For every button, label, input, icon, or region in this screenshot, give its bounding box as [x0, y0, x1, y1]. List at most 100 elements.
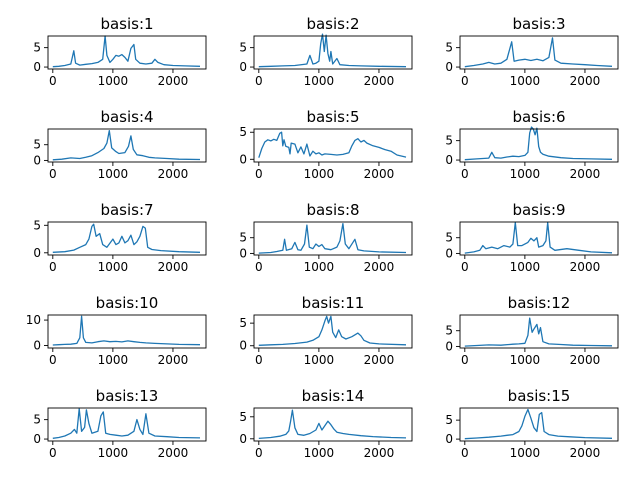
subplot-1: basis:1 0 1000 2000 0 5 [33, 15, 207, 88]
subplot-6: basis:6 0 1000 2000 0 5 [445, 108, 619, 181]
y-tick-label: 0 [33, 338, 41, 352]
x-tick-label: 0 [49, 353, 57, 367]
y-tick-label: 5 [33, 218, 41, 232]
subplot-title: basis:9 [512, 201, 565, 219]
axes-frame [253, 128, 413, 163]
y-tick-label: 0 [445, 246, 453, 260]
y-tick-label: 5 [239, 125, 247, 139]
axes-frame [47, 128, 207, 163]
series-line [258, 315, 407, 346]
axes-frame [459, 221, 619, 256]
y-tick-label: 5 [445, 134, 453, 148]
x-tick-label: 2000 [158, 353, 189, 367]
subplot-title: basis:6 [512, 108, 565, 126]
axes-frame [459, 407, 619, 442]
subplot-title: basis:10 [96, 294, 159, 312]
y-tick-label: 5 [445, 324, 453, 338]
x-tick-label: 1000 [98, 167, 129, 181]
y-tick-label: 5 [445, 413, 453, 427]
axes-frame [253, 221, 413, 256]
x-tick-label: 2000 [570, 167, 601, 181]
subplot-title: basis:13 [96, 387, 159, 405]
subplot-15: basis:15 0 1000 2000 0 5 [445, 387, 619, 460]
subplot-title: basis:7 [100, 201, 153, 219]
series-line [258, 131, 407, 158]
y-tick-label: 0 [239, 339, 247, 353]
x-tick-label: 1000 [98, 74, 129, 88]
x-tick-label: 0 [49, 167, 57, 181]
x-tick-label: 1000 [304, 74, 335, 88]
y-tick-label: 5 [239, 41, 247, 55]
axes-frame [253, 314, 413, 349]
axes-frame [459, 35, 619, 70]
x-tick-label: 2000 [570, 446, 601, 460]
axes-frame [253, 35, 413, 70]
x-tick-label: 2000 [570, 74, 601, 88]
x-tick-label: 0 [461, 260, 469, 274]
x-tick-label: 0 [49, 260, 57, 274]
axes-frame [47, 35, 207, 70]
subplot-title: basis:1 [100, 15, 153, 33]
x-tick-label: 2000 [364, 74, 395, 88]
x-tick-label: 2000 [364, 260, 395, 274]
x-tick-label: 1000 [304, 353, 335, 367]
y-tick-label: 5 [33, 41, 41, 55]
y-tick-label: 0 [445, 339, 453, 353]
axes-frame [47, 314, 207, 349]
x-tick-label: 1000 [304, 167, 335, 181]
x-tick-label: 0 [49, 74, 57, 88]
x-tick-label: 0 [461, 74, 469, 88]
series-line [52, 129, 201, 161]
x-tick-label: 1000 [98, 353, 129, 367]
y-tick-label: 5 [239, 316, 247, 330]
y-tick-label: 0 [33, 153, 41, 167]
series-line [464, 408, 613, 440]
series-line [258, 33, 407, 68]
x-tick-label: 0 [461, 167, 469, 181]
x-tick-label: 1000 [510, 353, 541, 367]
subplot-title: basis:12 [508, 294, 571, 312]
series-line [464, 221, 613, 254]
subplot-title: basis:4 [100, 108, 153, 126]
subplot-13: basis:13 0 1000 2000 0 5 [33, 387, 207, 460]
axes-frame [47, 221, 207, 256]
x-tick-label: 2000 [158, 260, 189, 274]
y-tick-label: 5 [33, 413, 41, 427]
x-tick-label: 1000 [304, 260, 335, 274]
x-tick-label: 2000 [158, 167, 189, 181]
x-tick-label: 0 [49, 446, 57, 460]
subplot-title: basis:15 [508, 387, 571, 405]
x-tick-label: 0 [255, 353, 263, 367]
y-tick-label: 0 [445, 60, 453, 74]
x-tick-label: 0 [255, 167, 263, 181]
x-tick-label: 0 [461, 353, 469, 367]
series-line [464, 126, 613, 161]
x-tick-label: 1000 [98, 260, 129, 274]
subplot-title: basis:3 [512, 15, 565, 33]
y-tick-label: 0 [445, 153, 453, 167]
series-line [52, 223, 201, 253]
subplot-title: basis:14 [302, 387, 365, 405]
x-tick-label: 1000 [98, 446, 129, 460]
x-tick-label: 2000 [570, 353, 601, 367]
series-line [258, 222, 407, 254]
y-tick-label: 0 [239, 246, 247, 260]
x-tick-label: 1000 [510, 260, 541, 274]
x-tick-label: 0 [255, 74, 263, 88]
subplot-title: basis:8 [306, 201, 359, 219]
axes-frame [47, 407, 207, 442]
y-tick-label: 5 [239, 231, 247, 245]
axes-frame [253, 407, 413, 442]
x-tick-label: 1000 [510, 74, 541, 88]
x-tick-label: 2000 [570, 260, 601, 274]
x-tick-label: 0 [255, 446, 263, 460]
y-tick-label: 0 [445, 432, 453, 446]
y-tick-label: 5 [445, 41, 453, 55]
series-line [258, 409, 407, 440]
x-tick-label: 0 [255, 260, 263, 274]
x-tick-label: 2000 [364, 167, 395, 181]
